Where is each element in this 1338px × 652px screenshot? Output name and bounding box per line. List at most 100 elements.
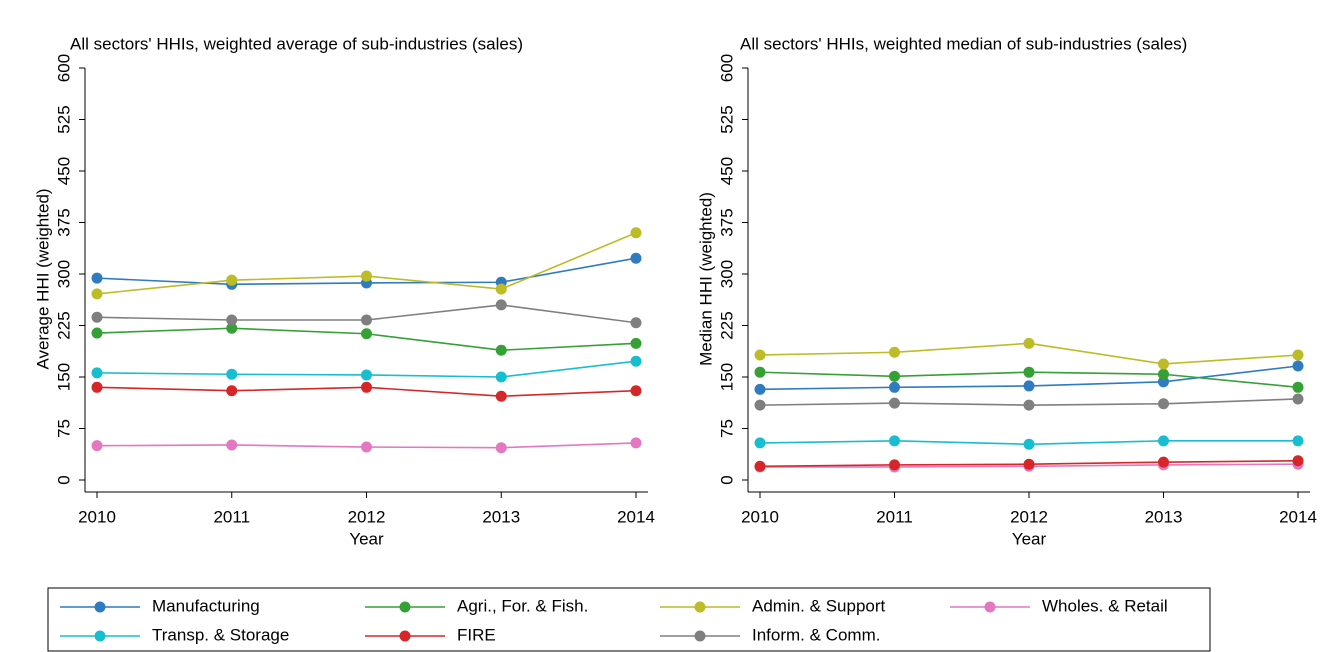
y-tick-label: 225 [717,311,736,339]
x-tick-label: 2014 [617,507,655,526]
data-point [754,383,766,395]
legend-label: Agri., For. & Fish. [457,596,588,615]
data-point [1292,393,1304,405]
data-point [361,369,372,381]
data-point [1023,458,1035,470]
data-point [226,439,238,451]
data-point [889,381,900,393]
y-tick-label: 375 [54,208,73,236]
data-point [889,459,900,471]
data-point [1023,438,1035,450]
y-tick-label: 375 [717,208,736,236]
y-tick-label: 0 [717,475,736,484]
data-point [361,270,372,282]
data-point [1158,368,1169,380]
legend-marker [399,601,411,613]
x-tick-label: 2014 [1279,507,1317,526]
y-tick-label: 450 [54,157,73,185]
data-point [889,397,900,409]
y-tick-label: 300 [717,260,736,288]
data-point [91,381,103,393]
legend-label: Manufacturing [152,596,260,615]
legend-label: Inform. & Comm. [752,625,880,644]
data-point [1023,366,1035,378]
x-tick-label: 2010 [741,507,779,526]
data-point [1023,399,1035,411]
legend-box [47,587,1211,652]
x-tick-label: 2010 [78,507,116,526]
data-point [226,368,238,380]
legend-marker [694,630,706,642]
data-point [889,346,900,358]
data-point [495,442,507,454]
data-point [495,299,507,311]
data-point [361,441,372,453]
data-point [754,460,766,472]
legend-label: Transp. & Storage [152,625,289,644]
x-axis-label: Year [1012,529,1047,548]
x-tick-label: 2013 [1145,507,1183,526]
data-point [91,311,103,323]
legend-label: Wholes. & Retail [1042,596,1168,615]
x-tick-label: 2012 [1010,507,1048,526]
data-point [226,314,238,326]
data-point [495,344,507,356]
data-point [1158,398,1169,410]
data-point [361,328,372,340]
data-point [630,252,642,264]
data-point [630,317,642,329]
data-point [91,440,103,452]
data-point [754,366,766,378]
data-point [630,385,642,397]
legend-label: Admin. & Support [752,596,886,615]
data-point [495,371,507,383]
y-tick-label: 525 [54,105,73,133]
x-tick-label: 2011 [876,507,913,526]
data-point [1158,358,1169,370]
chart-title: All sectors' HHIs, weighted median of su… [740,34,1187,53]
data-point [361,314,372,326]
data-point [91,327,103,339]
data-point [630,355,642,367]
y-tick-label: 225 [54,311,73,339]
data-point [1292,381,1304,393]
data-point [1023,380,1035,392]
x-tick-label: 2012 [348,507,386,526]
y-tick-label: 150 [54,363,73,391]
data-point [889,370,900,382]
data-point [754,349,766,361]
y-tick-label: 75 [54,419,73,438]
y-tick-label: 450 [717,157,736,185]
legend-marker [984,601,996,613]
data-point [889,435,900,447]
legend-marker [694,601,706,613]
data-point [361,381,372,393]
data-point [226,274,238,286]
y-tick-label: 150 [717,363,736,391]
y-tick-label: 600 [54,54,73,82]
data-point [754,437,766,449]
legend-marker [94,601,106,613]
data-point [1158,456,1169,468]
data-point [495,390,507,402]
data-point [630,337,642,349]
data-point [1158,376,1169,388]
data-point [91,367,103,379]
data-point [630,437,642,449]
x-tick-label: 2011 [213,507,250,526]
y-tick-label: 600 [717,54,736,82]
y-tick-label: 525 [717,105,736,133]
y-tick-label: 0 [54,475,73,484]
data-point [1158,435,1169,447]
data-point [630,227,642,239]
data-point [1023,337,1035,349]
data-point [226,385,238,397]
x-axis-label: Year [349,529,384,548]
chart-title: All sectors' HHIs, weighted average of s… [70,34,523,53]
x-tick-label: 2013 [482,507,520,526]
data-point [226,322,238,334]
y-tick-label: 75 [717,419,736,438]
y-axis-label: Average HHI (weighted) [33,188,52,369]
data-point [495,283,507,295]
